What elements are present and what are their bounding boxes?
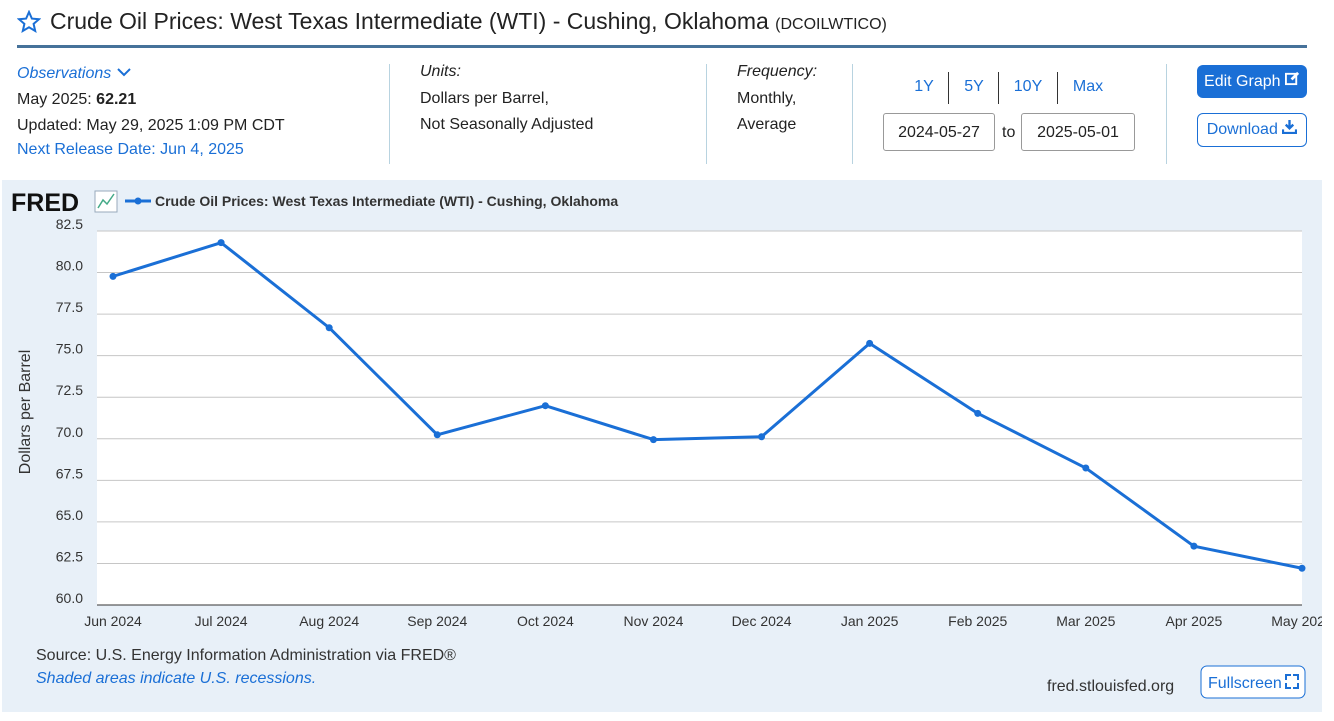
divider (852, 64, 853, 164)
to-label: to (1002, 124, 1016, 141)
y-tick-label: 72.5 (56, 382, 83, 398)
data-point (109, 272, 117, 280)
divider (389, 64, 390, 164)
units-line: Not Seasonally Adjusted (420, 116, 594, 133)
data-point (758, 433, 766, 441)
frequency-label: Frequency: (737, 63, 818, 80)
range-button[interactable]: 5Y (964, 78, 984, 95)
x-tick-label: Oct 2024 (517, 613, 574, 629)
x-tick-label: Aug 2024 (299, 613, 359, 629)
button-label: Edit Graph (1204, 73, 1281, 90)
title-text: Crude Oil Prices: West Texas Intermediat… (50, 8, 769, 34)
range-separator (948, 72, 949, 104)
y-tick-label: 80.0 (56, 258, 83, 274)
x-tick-label: Nov 2024 (623, 613, 683, 629)
title-rule (17, 45, 1307, 48)
data-point (1298, 564, 1306, 572)
y-tick-label: 60.0 (56, 590, 83, 606)
observation-value: 62.21 (96, 91, 137, 108)
favorite-star[interactable] (17, 10, 41, 34)
fred-logo: FRED (11, 189, 79, 217)
legend-label: Crude Oil Prices: West Texas Intermediat… (155, 193, 618, 209)
data-point (433, 431, 441, 439)
start-date[interactable]: 2024-05-27 (883, 113, 995, 151)
button-label: Download (1206, 121, 1278, 138)
data-point (866, 339, 874, 347)
fullscreen-button[interactable] (1200, 665, 1306, 699)
y-tick-label: 70.0 (56, 424, 83, 440)
observations-toggle[interactable]: Observations (17, 65, 132, 83)
data-point (1082, 464, 1090, 472)
divider (706, 64, 707, 164)
data-point (325, 324, 333, 332)
y-tick-label: 62.5 (56, 548, 83, 564)
range-separator (1057, 72, 1058, 104)
end-date[interactable]: 2025-05-01 (1021, 113, 1135, 151)
observations-label: Observations (17, 65, 112, 82)
range-separator (998, 72, 999, 104)
y-tick-label: 82.5 (56, 216, 83, 232)
range-button[interactable]: 1Y (914, 78, 934, 95)
source: Source: U.S. Energy Information Administ… (36, 647, 456, 664)
units-label: Units: (420, 63, 461, 80)
observation-date: May 2025: (17, 91, 92, 108)
graph-icon (94, 190, 118, 213)
page-title: Crude Oil Prices: West Texas Intermediat… (50, 8, 887, 35)
legend-swatch-dot (134, 197, 142, 205)
x-tick-label: Sep 2024 (407, 613, 467, 629)
divider (1166, 64, 1167, 164)
data-point (217, 239, 225, 247)
series-id: (DCOILWTICO) (775, 16, 887, 33)
latest-observation: May 2025: 62.21 (17, 91, 136, 109)
frequency-line: Average (737, 116, 797, 133)
edit-graph-button[interactable]: Edit Graph (1197, 65, 1307, 98)
x-tick-label: May 2025 (1271, 613, 1322, 629)
x-tick-label: Apr 2025 (1165, 613, 1222, 629)
x-tick-label: Jun 2024 (84, 613, 142, 629)
data-point (1190, 542, 1198, 550)
site-url: fred.stlouisfed.org (1047, 678, 1174, 695)
y-tick-label: 67.5 (56, 465, 83, 481)
chart: FRED Dollars per Barrel Source: U.S. Ene… (2, 180, 1322, 712)
y-axis-label: Dollars per Barrel (17, 350, 34, 474)
updated: Updated: May 29, 2025 1:09 PM CDT (17, 117, 285, 134)
frequency-line: Monthly, (737, 90, 797, 107)
x-tick-label: Mar 2025 (1056, 613, 1115, 629)
data-point (649, 436, 657, 444)
edit-icon (1284, 71, 1300, 86)
y-tick-label: 77.5 (56, 299, 83, 315)
units-line: Dollars per Barrel, (420, 90, 549, 107)
series-line (112, 241, 1303, 570)
fullscreen-icon (1285, 674, 1299, 689)
x-tick-label: Dec 2024 (732, 613, 792, 629)
y-tick-label: 75.0 (56, 341, 83, 357)
range-button[interactable]: 10Y (1013, 78, 1043, 95)
next-release[interactable]: Next Release Date: Jun 4, 2025 (17, 141, 244, 158)
graph-icon-line (97, 193, 115, 209)
x-tick-label: Jul 2024 (195, 613, 248, 629)
chevron (117, 68, 131, 77)
data-point (974, 409, 982, 417)
data-point (541, 402, 549, 410)
download-icon (1282, 119, 1298, 135)
x-tick-label: Feb 2025 (948, 613, 1007, 629)
plot-area (97, 231, 1302, 605)
download-button[interactable]: Download (1197, 113, 1307, 147)
recession-note: Shaded areas indicate U.S. recessions. (36, 670, 316, 687)
range-button[interactable]: Max (1072, 78, 1104, 95)
y-tick-label: 65.0 (56, 507, 83, 523)
x-tick-label: Jan 2025 (841, 613, 899, 629)
fullscreen-label: Fullscreen (1208, 675, 1282, 692)
